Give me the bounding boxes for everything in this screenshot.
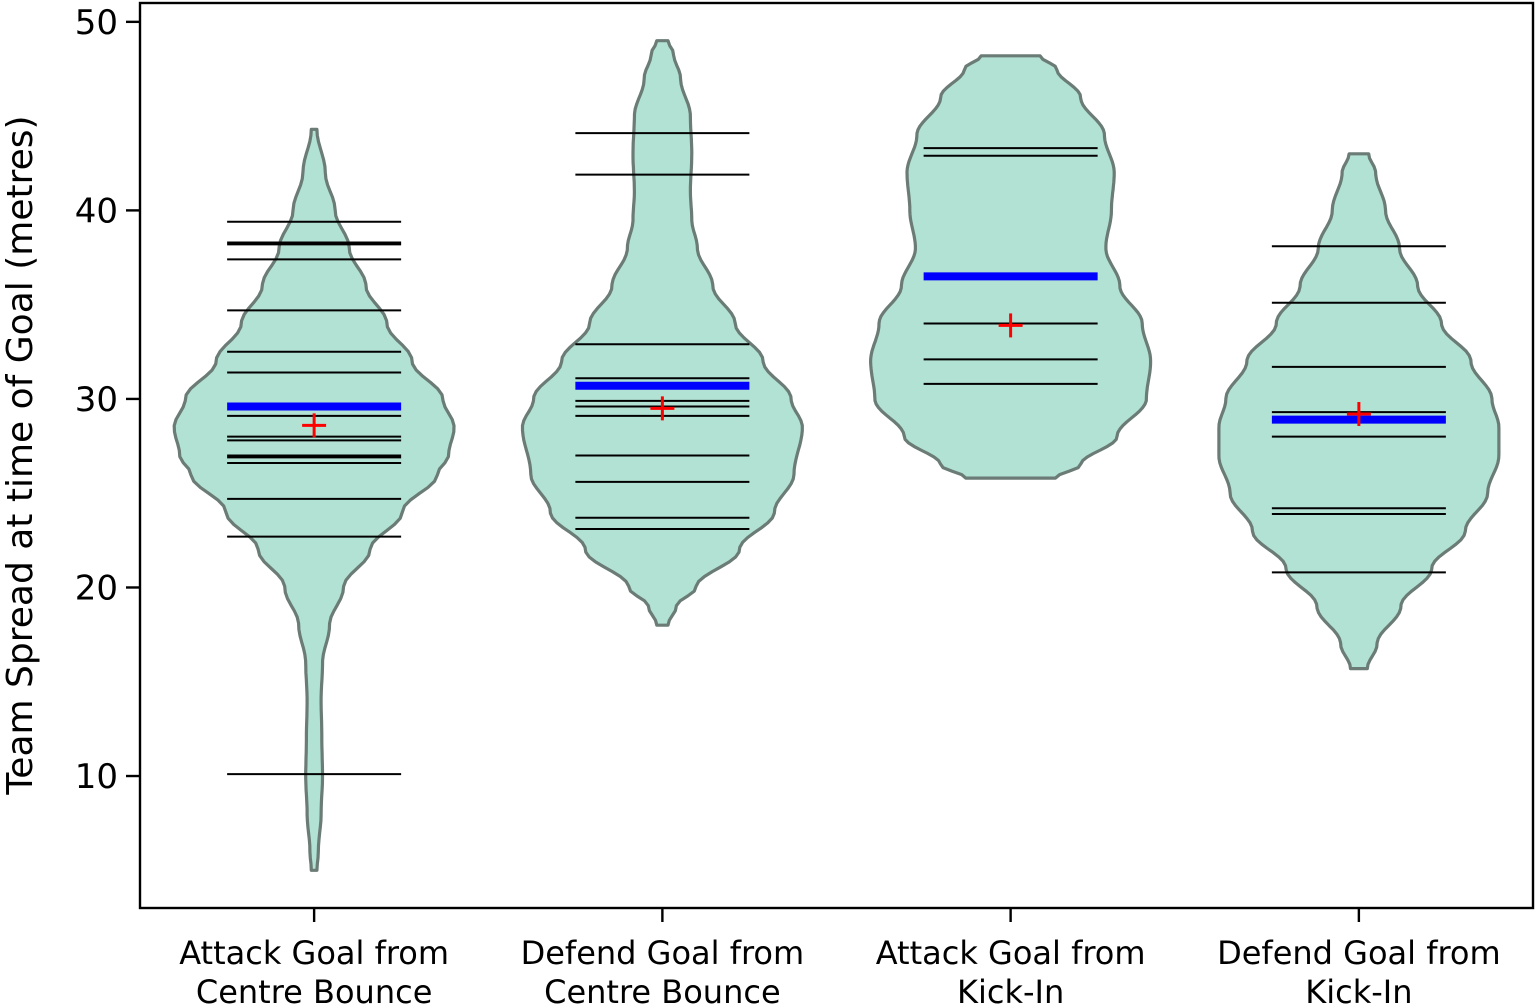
plot-frame [138, 1, 1535, 910]
y-tick-label: 40 [75, 191, 118, 231]
y-axis: 10 20 30 40 50 [75, 3, 140, 797]
x-tick-label: Defend Goal from Kick-In [1217, 934, 1501, 1005]
mean-marker [650, 396, 675, 421]
x-tick-label: Attack Goal from Kick-In [876, 934, 1146, 1005]
observation-lines-layer [227, 132, 1446, 776]
y-axis-title: Team Spread at time of Goal (metres) [0, 115, 41, 795]
mean-marker [1346, 402, 1371, 427]
y-tick-label: 10 [75, 757, 118, 797]
violin-body [869, 54, 1153, 480]
x-tick-label: Attack Goal from Centre Bounce [179, 934, 449, 1005]
y-tick-label: 50 [75, 3, 118, 43]
violin-body [520, 39, 804, 627]
y-tick-label: 30 [75, 380, 118, 420]
mean-marker [302, 413, 327, 438]
x-tick-label: Defend Goal from Centre Bounce [521, 934, 805, 1005]
mean-marker [998, 313, 1023, 338]
y-tick-label: 20 [75, 568, 118, 608]
mean-markers-layer [302, 313, 1371, 438]
x-axis: Attack Goal from Centre Bounce Defend Goal… [179, 908, 1501, 1005]
